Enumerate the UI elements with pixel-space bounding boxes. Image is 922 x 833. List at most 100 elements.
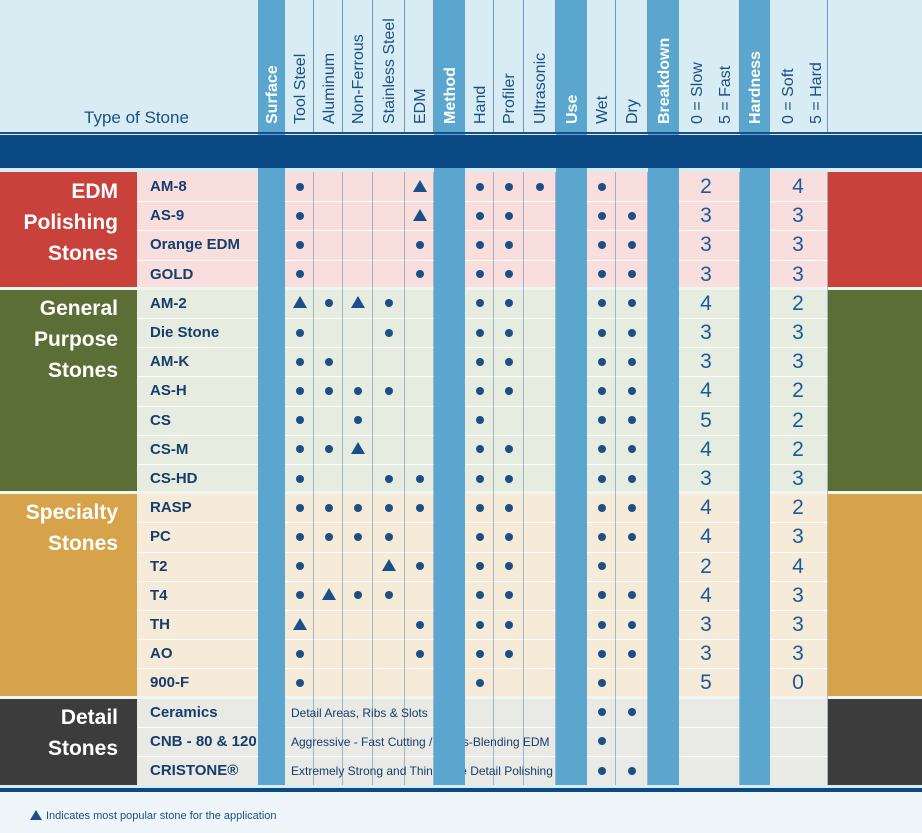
dot-marker xyxy=(628,211,636,220)
breakdown-value: 3 xyxy=(700,613,712,636)
breakdown-value: 5 xyxy=(700,408,712,432)
column-header-sub: 5 = Hard xyxy=(808,62,825,124)
row-divider xyxy=(137,580,828,582)
dot-marker xyxy=(628,328,636,337)
stone-name: AO xyxy=(150,645,173,663)
column-header: Surface xyxy=(263,65,281,124)
row-divider xyxy=(137,347,828,349)
dot-marker xyxy=(324,533,333,541)
breakdown-value: 4 xyxy=(700,379,712,403)
header-grid-line xyxy=(313,0,314,132)
dot-marker xyxy=(475,474,484,483)
breakdown-value: 3 xyxy=(700,204,712,228)
triangle-marker xyxy=(412,179,427,192)
stone-name: CNB - 80 & 120 xyxy=(150,732,257,750)
hardness-value: 4 xyxy=(792,554,804,578)
grid-line xyxy=(313,172,314,786)
dot-marker xyxy=(505,503,513,512)
dot-marker xyxy=(628,503,636,512)
dot-marker xyxy=(597,270,606,279)
row-divider xyxy=(137,551,828,553)
group-block-3 xyxy=(0,697,137,786)
group-block-right-3 xyxy=(828,697,922,786)
group-block-0 xyxy=(0,172,137,289)
group-label-line: Specialty xyxy=(25,501,118,525)
hardness-value: 2 xyxy=(792,379,804,403)
stone-name: CRISTONE® xyxy=(150,762,239,779)
dot-marker xyxy=(475,591,484,600)
stone-name: CS-M xyxy=(150,440,189,458)
dot-marker xyxy=(475,387,484,395)
row-divider xyxy=(137,259,828,261)
hardness-value: 3 xyxy=(792,613,804,636)
dot-marker xyxy=(628,299,636,308)
hardness-value: 3 xyxy=(792,525,804,549)
stone-name: Orange EDM xyxy=(150,236,241,254)
dot-marker xyxy=(475,241,484,249)
group-label-line: General xyxy=(39,296,118,320)
header-grid-line xyxy=(555,0,556,132)
section-column-hardness xyxy=(740,0,770,786)
group-rows-bg-3 xyxy=(137,697,828,786)
dot-marker xyxy=(597,357,606,366)
dot-marker xyxy=(385,503,393,512)
dot-marker xyxy=(415,620,424,629)
dot-marker xyxy=(628,766,636,775)
group-label: EDM Polishing Stones xyxy=(24,176,119,269)
stone-description: Extremely Strong and Thin - Fine Detail … xyxy=(291,764,553,778)
row-divider xyxy=(137,726,828,728)
stone-name: AS-H xyxy=(150,382,187,400)
breakdown-value: 3 xyxy=(700,233,712,257)
dot-marker xyxy=(475,533,484,541)
triangle-marker xyxy=(292,296,307,309)
column-header: Ultrasonic xyxy=(532,52,549,124)
breakdown-value: 5 xyxy=(700,671,712,695)
breakdown-value: 2 xyxy=(700,554,712,578)
column-header: Non-Ferrous xyxy=(350,34,367,124)
dot-marker xyxy=(597,211,606,220)
header-grid-line xyxy=(342,0,343,132)
hardness-value: 3 xyxy=(792,204,804,228)
dot-marker xyxy=(324,445,333,454)
header-rule xyxy=(0,132,922,134)
dot-marker xyxy=(295,562,304,571)
row-divider xyxy=(137,756,828,757)
dot-marker xyxy=(415,241,424,249)
dot-marker xyxy=(505,445,513,454)
header-grid-line xyxy=(372,0,373,132)
grid-line xyxy=(739,172,740,786)
grid-line xyxy=(493,172,494,786)
dot-marker xyxy=(354,503,362,512)
dot-marker xyxy=(295,416,304,425)
dot-marker xyxy=(295,649,304,658)
group-label-line: Purpose xyxy=(33,327,118,351)
group-label-line: Polishing xyxy=(23,211,119,234)
dot-marker xyxy=(505,562,513,571)
group-label-line: Stones xyxy=(47,242,118,265)
stone-name: TH xyxy=(150,616,170,633)
hardness-value: 2 xyxy=(792,408,804,432)
hardness-value: 3 xyxy=(792,262,804,286)
dot-marker xyxy=(385,591,393,600)
dot-marker xyxy=(597,533,606,541)
breakdown-value: 4 xyxy=(700,496,712,520)
group-label-line: Stones xyxy=(47,736,118,760)
hardness-value: 3 xyxy=(792,321,804,344)
dot-marker xyxy=(324,299,333,308)
column-header: Use xyxy=(563,94,581,124)
column-header: Method xyxy=(441,67,459,124)
dot-marker xyxy=(354,387,362,395)
dot-marker xyxy=(597,766,606,775)
dot-marker xyxy=(385,387,393,395)
column-header-sub: 5 = Fast xyxy=(717,65,734,124)
stone-name: CS-HD xyxy=(150,470,198,487)
dot-marker xyxy=(415,474,424,483)
stone-name: RASP xyxy=(150,499,192,517)
header-grid-line xyxy=(433,0,434,132)
dot-marker xyxy=(324,503,333,512)
dot-marker xyxy=(415,562,424,571)
dot-marker xyxy=(628,708,636,717)
header-grid-line xyxy=(404,0,405,132)
dot-marker xyxy=(415,270,424,279)
section-column-surface xyxy=(258,0,285,786)
